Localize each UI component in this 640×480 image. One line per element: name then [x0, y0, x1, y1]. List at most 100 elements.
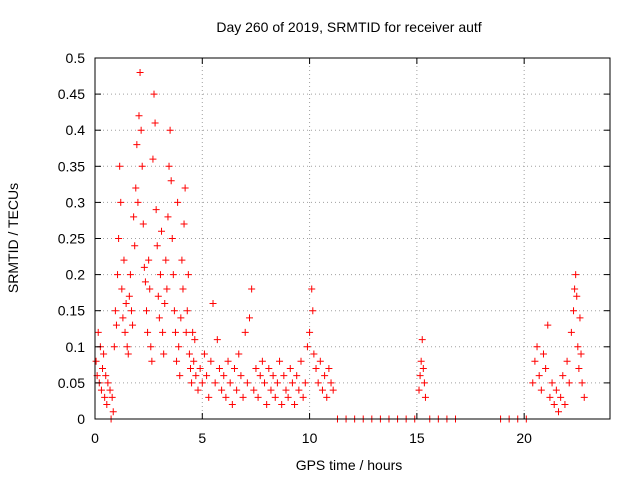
data-point: [158, 227, 166, 235]
data-point: [299, 393, 307, 401]
data-point: [291, 401, 299, 409]
data-point: [163, 285, 171, 293]
data-point: [200, 350, 208, 358]
x-tick-label: 5: [198, 430, 206, 446]
data-point: [132, 184, 140, 192]
data-point: [254, 393, 262, 401]
data-point: [111, 307, 119, 315]
data-point: [165, 162, 173, 170]
x-tick-labels: 0 5 10 15 20: [91, 430, 532, 446]
data-point: [284, 393, 292, 401]
data-point: [121, 328, 129, 336]
data-point: [241, 328, 249, 336]
data-point: [297, 357, 305, 365]
data-point: [106, 386, 114, 394]
data-point: [419, 364, 427, 372]
data-point: [94, 328, 102, 336]
data-point: [578, 379, 586, 387]
data-point: [306, 328, 314, 336]
data-point: [191, 336, 199, 344]
data-point: [119, 314, 127, 322]
data-point: [539, 350, 547, 358]
y-axis-label: SRMTID / TECUs: [5, 183, 21, 293]
data-point: [205, 393, 213, 401]
data-point: [122, 299, 130, 307]
data-point: [282, 386, 290, 394]
data-point: [575, 364, 583, 372]
data-point: [580, 393, 588, 401]
data-point: [127, 307, 135, 315]
data-point: [124, 350, 132, 358]
data-point: [252, 364, 260, 372]
data-point: [136, 68, 144, 76]
data-point: [542, 364, 550, 372]
data-point: [559, 372, 567, 380]
data-point: [162, 256, 170, 264]
data-point: [194, 386, 202, 394]
y-tick-label: 0.1: [66, 339, 86, 355]
data-point: [571, 285, 579, 293]
data-point: [192, 372, 200, 380]
x-tick-label: 0: [91, 430, 99, 446]
data-point: [130, 213, 138, 221]
data-point: [258, 357, 266, 365]
data-points: [92, 68, 588, 423]
data-point: [544, 321, 552, 329]
data-point: [321, 372, 329, 380]
data-point: [169, 271, 177, 279]
y-tick-label: 0.3: [66, 194, 86, 210]
y-tick-labels: 0 0.05 0.1 0.15 0.2 0.25 0.3 0.35 0.4 0.45 0.5: [58, 50, 85, 427]
data-point: [156, 271, 164, 279]
data-point: [146, 285, 154, 293]
data-point: [325, 364, 333, 372]
y-tick-label: 0.4: [66, 122, 86, 138]
data-point: [120, 256, 128, 264]
data-point: [215, 364, 223, 372]
data-point: [181, 184, 189, 192]
data-point: [563, 357, 571, 365]
data-point: [154, 292, 162, 300]
data-point: [209, 299, 217, 307]
data-point: [186, 364, 194, 372]
data-point: [183, 307, 191, 315]
data-point: [308, 285, 316, 293]
data-point: [548, 379, 556, 387]
data-point: [190, 357, 198, 365]
data-point: [256, 372, 264, 380]
data-point: [145, 256, 153, 264]
data-point: [327, 379, 335, 387]
data-point: [155, 314, 163, 322]
data-point: [565, 379, 573, 387]
data-point: [303, 343, 311, 351]
data-point: [170, 307, 178, 315]
data-point: [561, 401, 569, 409]
data-point: [248, 285, 256, 293]
data-point: [131, 242, 139, 250]
data-point: [301, 379, 309, 387]
data-point: [141, 278, 149, 286]
chart-title: Day 260 of 2019, SRMTID for receiver aut…: [216, 19, 481, 35]
data-point: [276, 357, 284, 365]
data-point: [243, 379, 251, 387]
data-point: [246, 314, 253, 322]
data-point: [535, 372, 543, 380]
data-point: [557, 393, 565, 401]
data-point: [552, 386, 560, 394]
data-point: [110, 343, 118, 351]
data-point: [123, 343, 131, 351]
data-point: [531, 357, 539, 365]
data-point: [179, 285, 187, 293]
x-axis-label: GPS time / hours: [296, 457, 403, 473]
data-point: [138, 162, 146, 170]
data-point: [92, 357, 100, 365]
data-point: [572, 271, 580, 279]
data-point: [161, 299, 169, 307]
data-point: [220, 372, 228, 380]
data-point: [100, 350, 108, 358]
data-point: [207, 357, 215, 365]
data-point: [314, 379, 322, 387]
x-tick-label: 20: [516, 430, 532, 446]
data-point: [140, 263, 148, 271]
x-tick-label: 10: [302, 430, 318, 446]
axis-ticks: [94, 57, 610, 420]
